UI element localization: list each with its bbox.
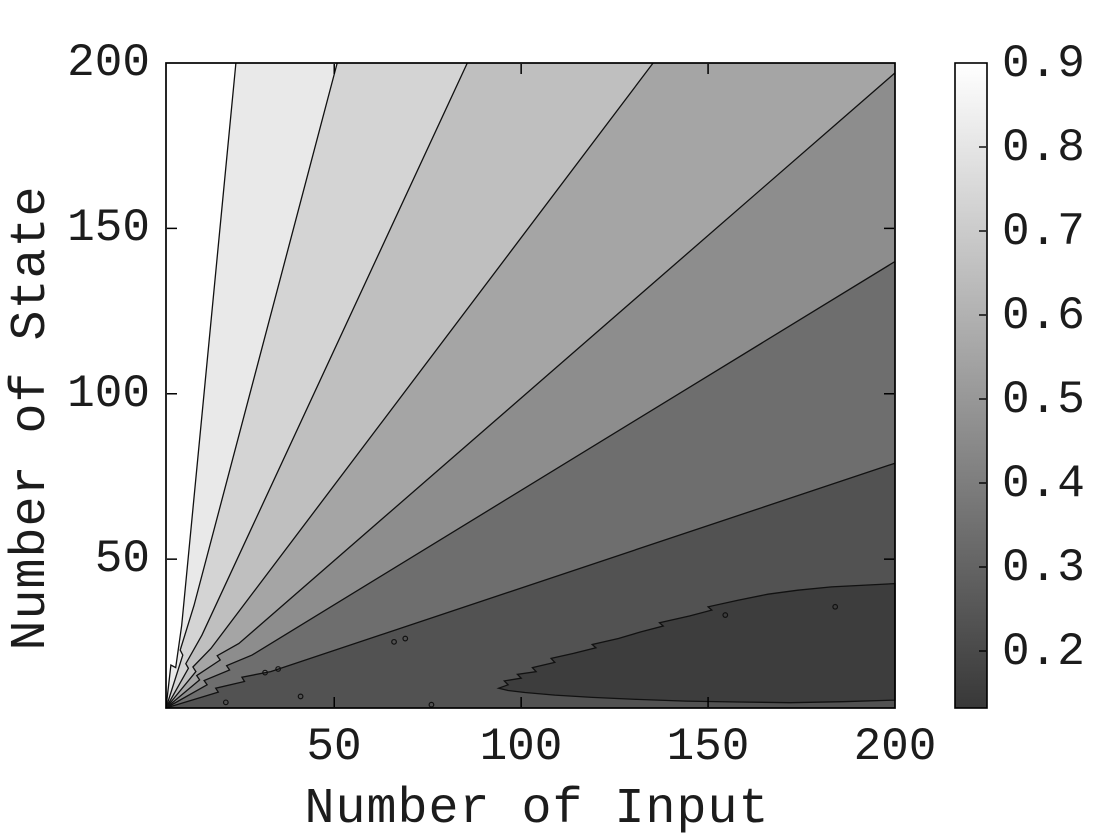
contour-low-region	[496, 582, 896, 704]
contour-line	[165, 260, 896, 709]
contour-speckle	[832, 603, 839, 610]
contour-band	[166, 63, 895, 708]
contour-speckle	[262, 669, 268, 676]
colorbar-tick-label: 0.2	[1002, 626, 1085, 678]
contour-speckle	[428, 701, 435, 708]
colorbar-tick-label: 0.9	[1002, 38, 1085, 90]
colorbar-tick-label: 0.3	[1002, 542, 1085, 594]
colorbar-tick-label: 0.7	[1002, 206, 1085, 258]
contour-speckle	[402, 635, 409, 642]
contour-speckle	[391, 638, 397, 645]
colorbar-tick-label: 0.6	[1002, 290, 1085, 342]
contour-line	[165, 62, 468, 709]
x-tick-label: 50	[306, 721, 362, 773]
y-tick-label: 50	[94, 533, 150, 585]
colorbar-gradient	[955, 63, 987, 708]
contour-line	[165, 62, 338, 709]
contour-speckle	[275, 666, 282, 672]
contour-speckle	[297, 693, 304, 700]
contour-band	[166, 63, 236, 708]
colorbar-tick-label: 0.8	[1002, 122, 1085, 174]
contour-line	[165, 62, 654, 709]
y-tick-label: 100	[67, 368, 150, 420]
colorbar-tick-label: 0.4	[1002, 458, 1085, 510]
contour-line	[165, 72, 896, 709]
x-tick-label: 150	[666, 721, 750, 773]
plot-border	[165, 62, 896, 709]
x-tick-label: 100	[479, 721, 563, 773]
contour-line	[165, 62, 237, 709]
x-tick-label: 200	[853, 721, 937, 773]
contour-line	[165, 462, 896, 709]
contour-speckle	[222, 699, 229, 706]
y-tick-label: 200	[67, 37, 150, 89]
colorbar-tick-label: 0.5	[1002, 374, 1085, 426]
y-tick-label: 150	[67, 202, 150, 254]
contour-speckle	[722, 612, 729, 618]
y-axis-title: Number of State	[3, 185, 60, 651]
x-axis-title: Number of Input	[304, 781, 770, 838]
contour-band	[166, 63, 654, 708]
colorbar-border	[954, 62, 988, 709]
